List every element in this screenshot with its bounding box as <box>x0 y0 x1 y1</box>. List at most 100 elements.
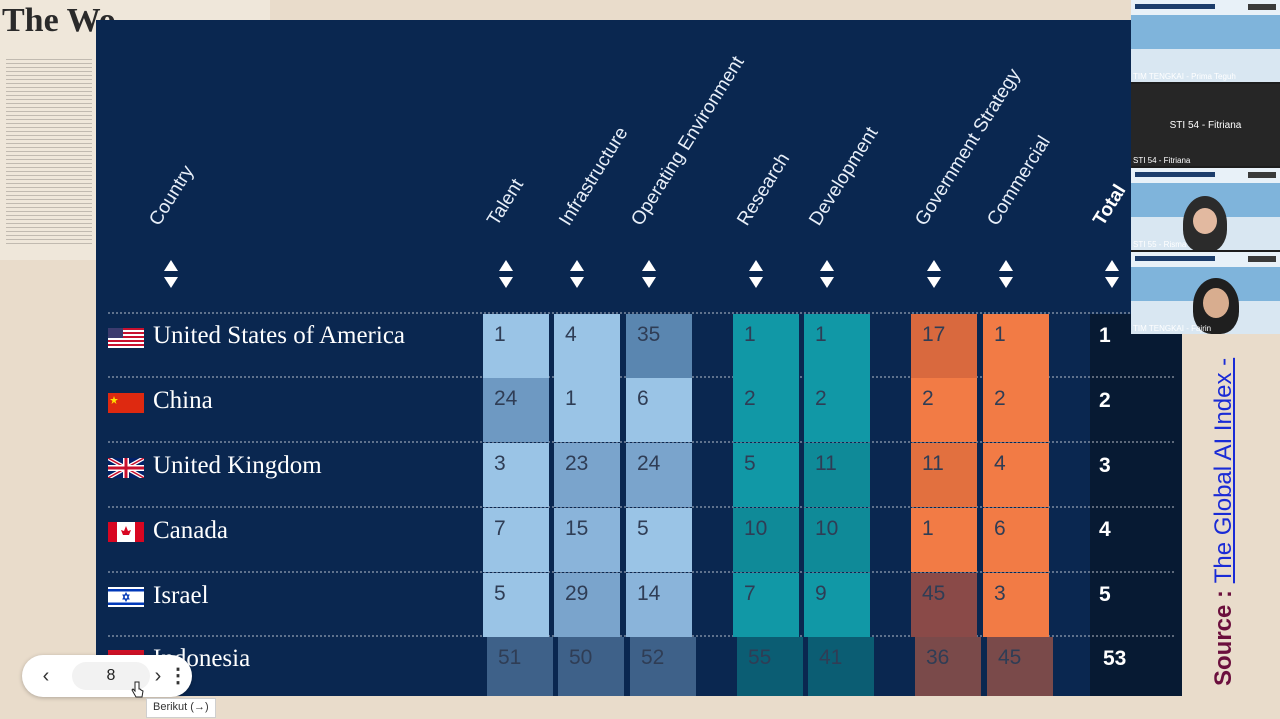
participant-tile[interactable]: TIM TENGKAI - Prima Teguh <box>1131 0 1280 82</box>
cell-commercial: 4 <box>983 443 1049 507</box>
cell-research: 10 <box>733 508 799 572</box>
participant-face <box>1203 288 1229 318</box>
flag-israel-icon <box>108 587 144 607</box>
cell-research: 1 <box>733 314 799 378</box>
total-column <box>1090 314 1182 696</box>
participant-face <box>1193 208 1217 234</box>
country-name: Canada <box>153 517 228 544</box>
cell-infrastructure: 23 <box>554 443 620 507</box>
participant-tile[interactable]: STI 55 - Risma <box>1131 168 1280 250</box>
row-divider <box>108 506 1174 508</box>
newspaper-text-column <box>6 56 92 246</box>
source-link[interactable]: The Global AI Index - <box>1210 357 1237 584</box>
cell-development: 41 <box>808 637 874 696</box>
cell-talent: 5 <box>483 573 549 637</box>
screen-share-bar <box>1135 172 1215 177</box>
country-name: China <box>153 387 213 414</box>
cell-commercial: 2 <box>983 378 1049 442</box>
slide-pager: ‹ 8 › ⋮ <box>22 655 192 697</box>
next-slide-tooltip: Berikut (→) <box>146 698 216 718</box>
cell-infrastructure: 1 <box>554 378 620 442</box>
sort-country-icon[interactable] <box>164 260 178 292</box>
cell-talent: 51 <box>487 637 553 696</box>
header-infrastructure: Infrastructure <box>555 123 633 230</box>
sort-infrastructure-icon[interactable] <box>570 260 584 292</box>
screen-share-bar <box>1135 4 1215 9</box>
sort-talent-icon[interactable] <box>499 260 513 292</box>
cell-commercial: 6 <box>983 508 1049 572</box>
cell-development: 10 <box>804 508 870 572</box>
cell-development: 9 <box>804 573 870 637</box>
flag-usa-icon <box>108 328 144 348</box>
header-country: Country <box>145 161 199 230</box>
slide: Country Talent Infrastructure Operating … <box>96 20 1182 696</box>
header-commercial: Commercial <box>983 132 1055 230</box>
cell-government-strategy: 11 <box>911 443 977 507</box>
flag-china-icon <box>108 393 144 413</box>
cell-total: 3 <box>1099 454 1111 477</box>
header-operating-environment: Operating Environment <box>627 52 749 230</box>
row-divider <box>108 441 1174 443</box>
cell-operating-environment: 5 <box>626 508 692 572</box>
sort-development-icon[interactable] <box>820 260 834 292</box>
screen-share-bar <box>1135 256 1215 261</box>
cell-talent: 24 <box>483 378 549 442</box>
cell-operating-environment: 6 <box>626 378 692 442</box>
next-slide-button[interactable]: › <box>154 665 162 687</box>
participant-name: STI 54 - Fitriana <box>1133 156 1191 165</box>
participant-name: STI 55 - Risma <box>1133 240 1187 249</box>
cell-infrastructure: 50 <box>558 637 624 696</box>
country-name: United States of America <box>153 322 406 349</box>
cell-development: 2 <box>804 378 870 442</box>
sort-research-icon[interactable] <box>749 260 763 292</box>
header-development: Development <box>805 123 883 230</box>
cell-research: 7 <box>733 573 799 637</box>
sort-commercial-icon[interactable] <box>999 260 1013 292</box>
cell-infrastructure: 29 <box>554 573 620 637</box>
cell-operating-environment: 52 <box>630 637 696 696</box>
screen-share-logo <box>1248 4 1276 10</box>
participant-name: TIM TENGKAI - Fajrin <box>1133 324 1212 333</box>
cell-research: 55 <box>737 637 803 696</box>
previous-slide-button[interactable]: ‹ <box>42 665 50 687</box>
cell-talent: 1 <box>483 314 549 378</box>
flag-uk-icon <box>108 458 144 478</box>
cell-research: 2 <box>733 378 799 442</box>
cell-government-strategy: 36 <box>915 637 981 696</box>
cell-government-strategy: 1 <box>911 508 977 572</box>
screen-share-logo <box>1248 172 1276 178</box>
participant-tile[interactable]: TIM TENGKAI - Fajrin <box>1131 252 1280 334</box>
participant-center-label: STI 54 - Fitriana <box>1169 120 1242 131</box>
cell-operating-environment: 35 <box>626 314 692 378</box>
cell-total: 1 <box>1099 324 1111 347</box>
sort-operating-environment-icon[interactable] <box>642 260 656 292</box>
cell-commercial: 1 <box>983 314 1049 378</box>
cell-infrastructure: 15 <box>554 508 620 572</box>
screen-share-logo <box>1248 256 1276 262</box>
source-caption: Source : The Global AI Index - <box>1186 330 1246 690</box>
flag-canada-icon <box>108 522 144 542</box>
cell-development: 1 <box>804 314 870 378</box>
cell-total: 4 <box>1099 518 1111 541</box>
cell-government-strategy: 2 <box>911 378 977 442</box>
cell-infrastructure: 4 <box>554 314 620 378</box>
cell-talent: 3 <box>483 443 549 507</box>
cell-commercial: 45 <box>987 637 1053 696</box>
hand-cursor-icon <box>131 681 144 698</box>
source-label: Source : <box>1210 583 1237 686</box>
header-talent: Talent <box>483 175 529 230</box>
cell-operating-environment: 24 <box>626 443 692 507</box>
participant-name: TIM TENGKAI - Prima Teguh <box>1133 72 1236 81</box>
row-divider <box>108 312 1174 314</box>
more-options-icon[interactable]: ⋮ <box>168 665 188 687</box>
country-name: Israel <box>153 582 209 609</box>
row-divider <box>108 571 1174 573</box>
sort-total-icon[interactable] <box>1105 260 1119 292</box>
country-name: United Kingdom <box>153 452 322 479</box>
cell-total: 53 <box>1103 647 1127 670</box>
sort-government-strategy-icon[interactable] <box>927 260 941 292</box>
cell-development: 11 <box>804 443 870 507</box>
participant-tile[interactable]: STI 54 - Fitriana STI 54 - Fitriana <box>1131 84 1280 166</box>
cell-government-strategy: 17 <box>911 314 977 378</box>
cell-operating-environment: 14 <box>626 573 692 637</box>
